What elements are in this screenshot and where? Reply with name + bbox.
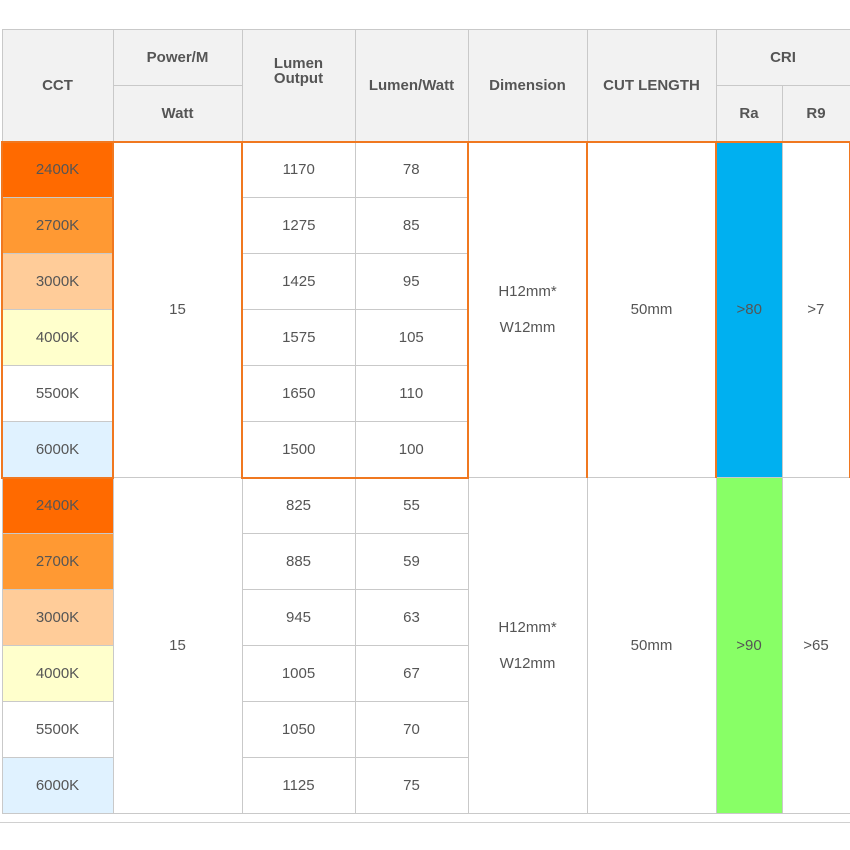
lumen-watt-cell: 75 [354,757,469,814]
cri-r9-cell: >65 [781,477,850,814]
cct-cell: 2700K [1,533,114,590]
header-watt: Watt [112,85,243,142]
lumen-watt-cell: 70 [354,701,469,758]
header-lumen-output-label: Lumen Output [273,55,324,88]
lumen-watt-cell: 78 [354,140,469,198]
lumen-output-cell: 1500 [241,421,356,479]
dimension-height: H12mm* [498,282,557,300]
lumen-watt-cell: 85 [354,197,469,254]
lumen-output-cell: 885 [241,533,356,590]
lumen-output-cell: 1170 [241,140,356,198]
table-row: 2400K 15 825 55 H12mm* W12mm 50mm >90 >65 [1,477,850,814]
lumen-watt-cell: 59 [354,533,469,590]
cri-ra-cell: >90 [715,477,783,814]
cct-cell: 2700K [1,197,114,254]
table-row: 5500K 1650 110 [1,365,850,422]
cct-cell: 4000K [1,645,114,702]
lumen-output-cell: 1125 [241,757,356,814]
cct-cell: 6000K [1,421,114,479]
header-r9: R9 [781,85,850,142]
header-row: CCT Power/M Lumen Output Lumen/Watt Dime… [1,29,850,142]
lumen-watt-cell: 105 [354,309,469,366]
header-subrow: Watt Ra R9 [2,85,850,142]
lumen-watt-cell: 95 [354,253,469,310]
lumen-watt-cell: 100 [354,421,469,479]
lumen-output-cell: 1275 [241,197,356,254]
dimension-cell: H12mm* W12mm [467,140,588,478]
dimension-height: H12mm* [498,618,557,636]
lumen-watt-cell: 55 [354,477,469,534]
cct-cell: 2400K [1,140,114,198]
table-row: 2700K 1275 85 [1,197,850,254]
cct-cell: 5500K [1,365,114,422]
cct-cell: 6000K [1,757,114,814]
cct-cell: 4000K [1,309,114,366]
header-dimension: Dimension [467,29,588,142]
lumen-output-cell: 1005 [241,645,356,702]
cri-r9-cell: >7 [781,140,850,478]
header-lumen-watt: Lumen/Watt [354,29,469,142]
cct-cell: 3000K [1,253,114,310]
led-spec-table: CCT Power/M Lumen Output Lumen/Watt Dime… [1,29,850,814]
dimension-width: W12mm [499,654,556,672]
table-row: 3000K 1425 95 [1,253,850,310]
lumen-watt-cell: 110 [354,365,469,422]
header-lumen-output: Lumen Output [241,29,356,142]
header-cri: CRI [715,29,850,86]
cut-length-cell: 50mm [586,477,717,814]
dimension-cell: H12mm* W12mm [467,477,588,814]
header-ra: Ra [715,85,783,142]
table-row: 2400K 15 1170 78 H12mm* W12mm 50mm >80 >7 [1,140,850,478]
power-cell: 15 [112,140,243,478]
cct-cell: 2400K [1,477,114,534]
dimension-width: W12mm [499,318,556,336]
header-cct: CCT [1,29,114,142]
table-row: 6000K 1500 100 [1,421,850,479]
table-row: 6000K 1125 75 [1,757,850,814]
table-row: 2700K 885 59 [1,533,850,590]
lumen-watt-cell: 63 [354,589,469,646]
lumen-output-cell: 1650 [241,365,356,422]
lumen-output-cell: 1050 [241,701,356,758]
lumen-watt-cell: 67 [354,645,469,702]
header-power-m: Power/M [112,29,243,86]
cut-length-cell: 50mm [586,140,717,478]
cct-cell: 5500K [1,701,114,758]
bottom-divider [0,822,850,823]
table-row: 4000K 1575 105 [1,309,850,366]
cri-ra-cell: >80 [715,140,783,478]
power-cell: 15 [112,477,243,814]
lumen-output-cell: 1575 [241,309,356,366]
lumen-output-cell: 945 [241,589,356,646]
lumen-output-cell: 825 [241,477,356,534]
table-row: 3000K 945 63 [1,589,850,646]
lumen-output-cell: 1425 [241,253,356,310]
header-cut-length: CUT LENGTH [586,29,717,142]
table-body: 2400K 15 1170 78 H12mm* W12mm 50mm >80 >7 2700K 12… [1,140,850,814]
cct-cell: 3000K [1,589,114,646]
